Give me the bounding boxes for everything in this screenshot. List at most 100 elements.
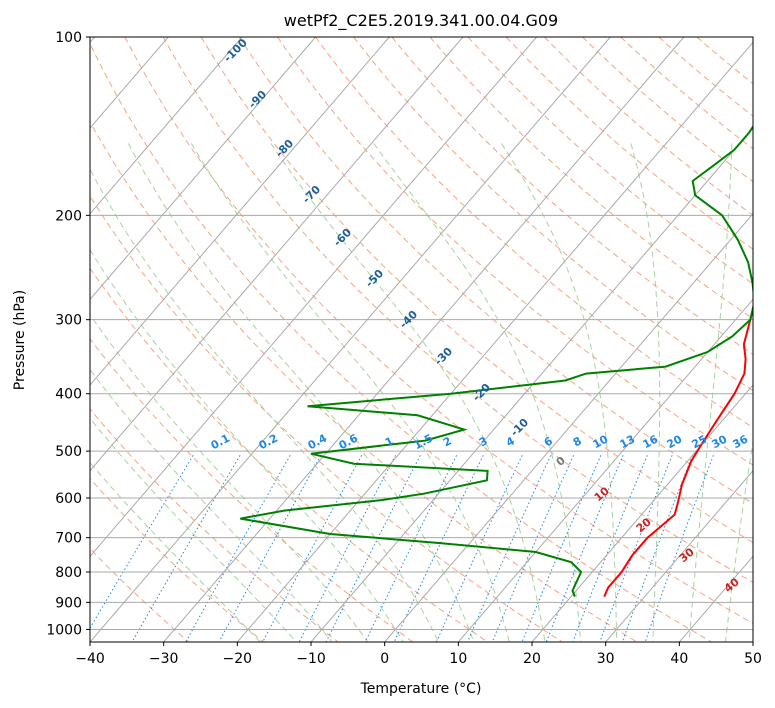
y-tick-label: 800 [55,565,82,581]
x-tick-label: −20 [223,651,253,667]
moist-adiabat-line [725,438,753,642]
mixing-ratio-line [185,455,291,642]
mixing-ratio-label: 1 [383,434,396,449]
isotherm-line [90,37,243,215]
y-axis: 100 200 300 400 500 600 700 800 900 1000 [46,30,90,638]
moist-adiabat-label: 40 [722,575,742,595]
dry-adiabat-label: -40 [397,308,420,331]
isotherm-line [90,37,317,301]
y-tick-label: 1000 [46,622,82,638]
moist-adiabat-label: 10 [592,484,612,504]
dewpoint-line [240,124,753,597]
isotherm-line [163,37,685,642]
mixing-ratio-line [521,455,602,642]
mixing-ratio-label: 0.2 [257,432,280,453]
dry-adiabat-label: -90 [246,88,269,111]
mixing-ratio-line [545,455,624,642]
x-tick-label: 0 [380,651,389,667]
y-tick-label: 200 [55,208,82,224]
mixing-ratio-line [621,455,694,642]
isotherm-line [384,212,753,642]
moist-adiabat-line [270,143,546,642]
y-tick-label: 900 [55,595,82,611]
x-tick-label: −40 [75,651,105,667]
mixing-ratio-line [298,455,396,642]
dry-adiabat-line [90,477,264,642]
mixing-ratio-line [435,455,523,642]
dry-adiabat-line [124,37,753,624]
dry-adiabat-line [90,195,563,642]
dry-adiabat-line [658,37,753,117]
y-tick-label: 600 [55,491,82,507]
dry-adiabat-label: -80 [273,137,296,160]
dry-adiabat-line [696,37,753,85]
dry-adiabat-line [429,37,753,320]
y-axis-label: Pressure (hPa) [12,290,28,390]
dry-adiabat-line [162,37,753,584]
dry-adiabat-line [90,120,638,642]
isotherm-line [605,469,753,642]
temperature-line [603,303,753,598]
mixing-ratio-label: 36 [731,432,751,451]
dry-adiabat-line [315,37,753,429]
moist-adiabat-line [90,313,369,642]
dry-adiabat-label: -50 [363,267,386,290]
moist-adiabat-line [630,143,661,642]
mixing-ratio-label: 10 [591,432,611,451]
dry-adiabat-line [505,37,753,250]
moist-adiabat-label: 30 [677,545,697,565]
mixing-ratio-label: 25 [690,433,710,452]
x-axis-label: Temperature (°C) [360,681,482,697]
mixing-ratio-label: 8 [571,434,584,449]
mixing-ratio-line [218,455,322,642]
dry-adiabat-label: -60 [331,226,354,249]
dry-adiabat-line [467,37,753,285]
background-lines [90,37,753,642]
x-tick-label: 20 [523,651,541,667]
dry-adiabat-line [544,37,753,216]
moist-adiabat-label: 20 [634,515,654,535]
mixing-ratio-line [491,455,574,642]
dry-adiabat-line [582,37,753,183]
x-axis: −40 −30 −20 −10 0 10 20 30 40 50 [75,642,762,667]
moist-adiabat-line [90,368,333,642]
isotherm-line [531,384,753,642]
dry-adiabat-line [90,42,712,642]
mixing-ratio-line [364,455,458,642]
profile-lines [240,124,753,598]
mixing-ratio-label: 16 [641,432,661,451]
x-tick-label: 40 [670,651,688,667]
mixing-ratio-label: 20 [665,432,685,451]
dry-adiabat-label: -100 [221,36,250,65]
x-tick-label: −10 [296,651,326,667]
dry-adiabat-line [200,37,753,544]
isotherm-line [236,41,753,642]
dry-adiabat-line [90,267,488,642]
y-tick-label: 400 [55,387,82,403]
dry-adiabat-label: -70 [300,183,323,206]
mixing-ratio-label: 30 [710,432,730,451]
x-tick-label: 50 [744,651,762,667]
moist-adiabat-line [90,248,404,642]
dry-adiabat-line [277,37,753,466]
y-tick-label: 300 [55,313,82,329]
isotherm-line [90,37,538,558]
moist-adiabat-label: 0 [554,454,568,469]
moist-adiabat-line [190,143,510,642]
mixing-ratio-line [90,455,194,629]
dry-adiabat-label: -30 [432,345,455,368]
chart-title: wetPf2_C2E5.2019.341.00.04.G09 [284,11,558,31]
y-tick-label: 100 [55,30,82,46]
isotherm-line [457,298,753,642]
plot-frame [89,36,754,643]
isotherm-line [752,641,753,642]
dry-adiabat-line [353,37,753,392]
dry-adiabat-label: -20 [470,381,493,404]
mixing-ratio-line [131,455,241,642]
isotherm-line [90,37,464,472]
moist-adiabat-line [90,461,261,642]
grid-lines [90,37,753,642]
x-tick-label: −30 [149,651,179,667]
isotherm-line [90,37,390,386]
